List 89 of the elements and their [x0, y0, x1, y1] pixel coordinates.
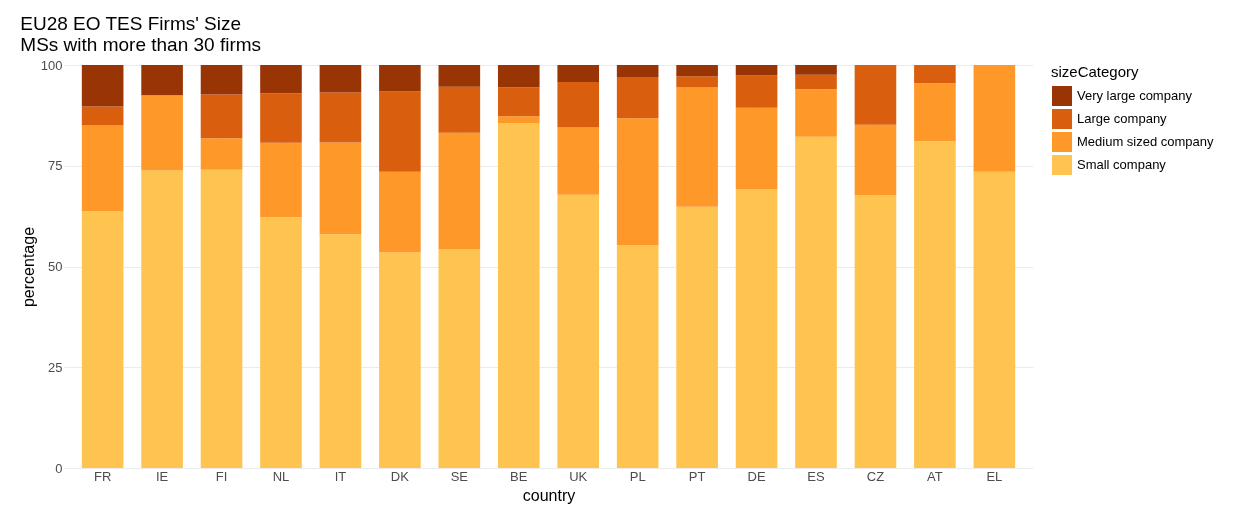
bar: [379, 171, 421, 253]
bar: [81, 210, 124, 468]
bar: [497, 116, 540, 124]
x-tick-label: EL: [986, 468, 1003, 484]
bar: [735, 75, 778, 108]
legend-label: Medium sized company: [1077, 134, 1215, 149]
x-tick-label: DE: [747, 468, 766, 484]
bar: [260, 93, 302, 143]
bar: [379, 252, 421, 468]
x-axis-title: country: [522, 486, 576, 504]
bar: [81, 65, 124, 107]
bar: [795, 136, 837, 468]
legend-label: Small company: [1077, 157, 1167, 172]
bar: [557, 194, 600, 468]
bar: [81, 106, 124, 126]
legend-title: sizeCategory: [1051, 63, 1140, 80]
bar: [557, 81, 600, 128]
bar: [795, 74, 837, 90]
bar: [379, 91, 421, 172]
bar: [200, 94, 243, 139]
bar: [914, 83, 956, 142]
bar: [795, 89, 837, 137]
bar: [973, 65, 1016, 172]
legend-label: Large company: [1077, 111, 1168, 126]
y-tick-label: 75: [48, 158, 63, 174]
bar: [438, 132, 481, 250]
bar: [438, 86, 481, 133]
x-tick-label: FR: [93, 468, 112, 484]
bar: [854, 65, 897, 125]
bar: [676, 206, 718, 468]
bar: [616, 65, 659, 78]
bar: [141, 95, 183, 171]
bar: [854, 195, 897, 468]
bar: [854, 124, 897, 196]
bar: [795, 65, 837, 75]
bar: [914, 65, 956, 84]
x-tick-label: NL: [272, 468, 290, 484]
bar: [497, 65, 540, 88]
bar: [914, 141, 956, 468]
bar: [260, 217, 302, 468]
x-tick-label: AT: [927, 468, 943, 484]
bar: [438, 249, 481, 468]
bar: [319, 234, 362, 468]
x-tick-label: BE: [510, 468, 528, 484]
x-tick-label: ES: [807, 468, 826, 484]
x-tick-label: DK: [390, 468, 410, 484]
y-tick-label: 50: [48, 259, 63, 274]
bar: [676, 87, 718, 207]
bar: [319, 92, 362, 143]
bar: [616, 118, 659, 246]
x-tick-label: PL: [629, 468, 646, 484]
bar: [141, 65, 183, 96]
bar: [616, 245, 659, 468]
bar: [200, 138, 243, 170]
bar: [676, 76, 718, 88]
x-tick-label: FI: [215, 468, 228, 484]
x-tick-label: UK: [569, 468, 588, 484]
y-tick-label: 0: [55, 460, 63, 476]
x-tick-label: PT: [688, 468, 706, 484]
bar: [260, 65, 302, 94]
bar: [141, 170, 183, 468]
bar: [676, 65, 718, 77]
bar: [200, 65, 243, 95]
bar: [379, 65, 421, 92]
x-tick-label: CZ: [866, 468, 885, 484]
bar: [497, 123, 540, 468]
legend-label: Very large company: [1077, 88, 1193, 103]
bar: [973, 171, 1016, 468]
chart-title: EU28 EO TES Firms' Size: [20, 13, 242, 34]
bar: [735, 189, 778, 468]
bar: [735, 65, 778, 76]
bar: [200, 169, 243, 468]
x-tick-label: IE: [155, 468, 169, 484]
bar: [319, 65, 362, 93]
bar: [81, 125, 124, 211]
x-tick-label: SE: [450, 468, 469, 484]
y-tick-label: 25: [48, 359, 63, 375]
bar: [616, 77, 659, 119]
bar: [557, 127, 600, 195]
bar: [497, 87, 540, 117]
bar: [438, 65, 481, 87]
bar: [557, 65, 600, 82]
bar: [319, 142, 362, 235]
x-tick-label: IT: [334, 468, 347, 484]
bar: [260, 142, 302, 218]
bar: [735, 107, 778, 190]
y-axis-title: percentage: [19, 226, 37, 308]
chart-subtitle: MSs with more than 30 firms: [20, 34, 262, 55]
y-tick-label: 100: [40, 57, 63, 73]
